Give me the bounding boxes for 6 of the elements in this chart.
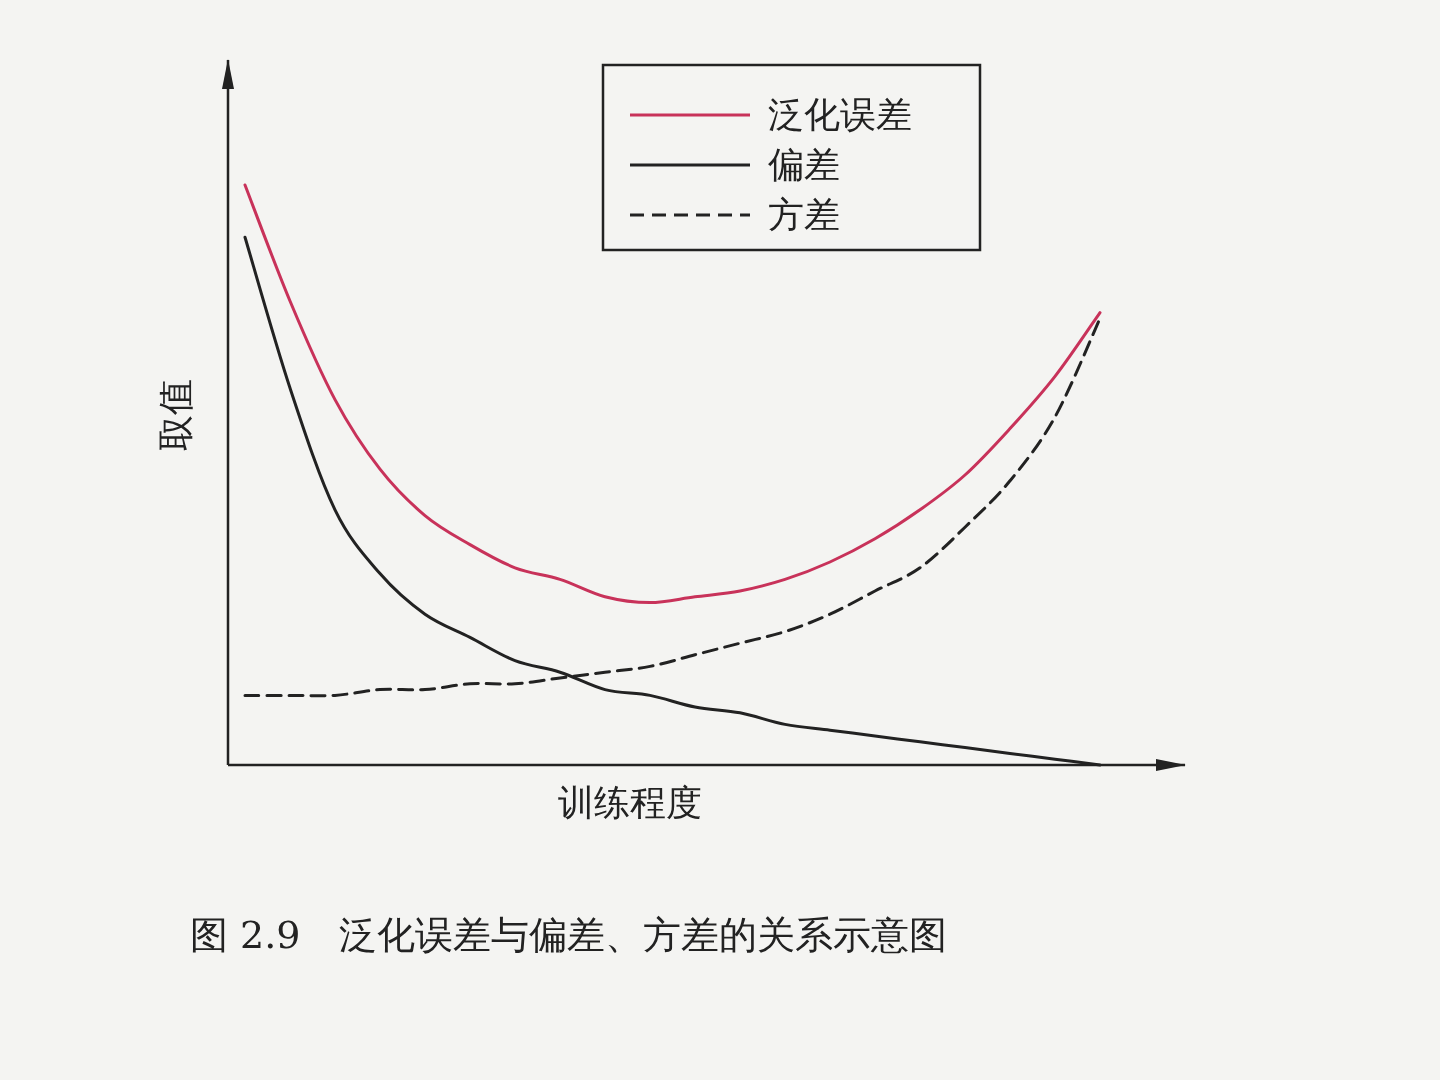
legend-label: 方差	[768, 194, 840, 235]
x-axis-title: 训练程度	[558, 782, 702, 823]
caption: 图 2.9 泛化误差与偏差、方差的关系示意图	[190, 913, 947, 957]
legend-label: 偏差	[768, 144, 840, 185]
y-axis-title: 取值	[155, 379, 196, 451]
legend-label: 泛化误差	[768, 94, 912, 135]
